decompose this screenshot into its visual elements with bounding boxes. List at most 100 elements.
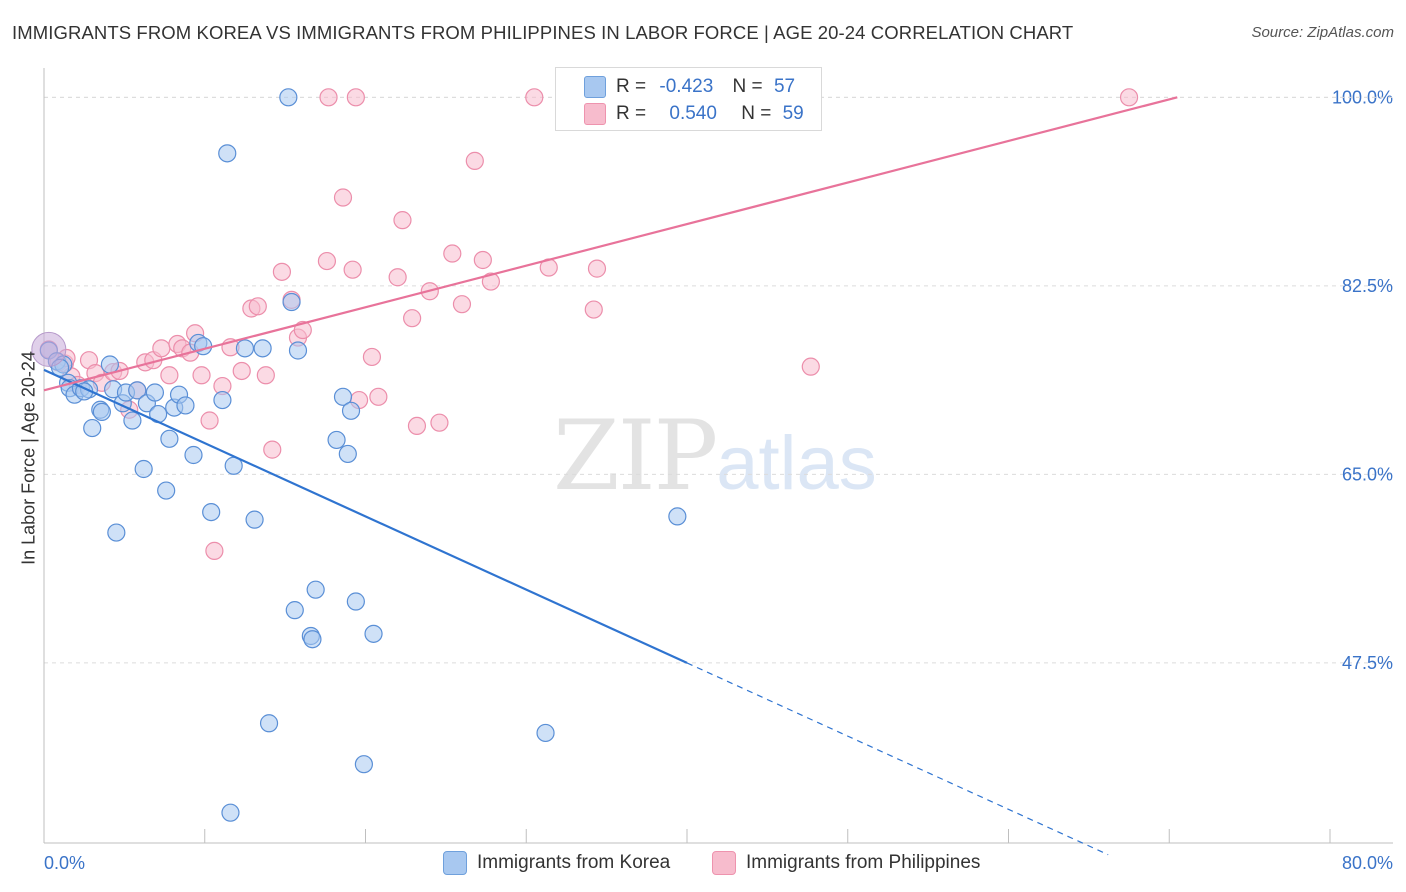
point-korea xyxy=(83,418,102,438)
point-philippines xyxy=(393,211,412,230)
correlation-legend: R = -0.423 N = 57 R = 0.540 N = 59 xyxy=(555,67,822,131)
point-philippines xyxy=(272,262,292,281)
point-philippines xyxy=(407,416,427,436)
point-philippines xyxy=(362,347,382,367)
point-philippines xyxy=(256,366,275,385)
legend-r-value-korea: -0.423 xyxy=(659,76,714,97)
point-korea xyxy=(354,755,373,774)
point-philippines xyxy=(160,366,179,385)
point-philippines xyxy=(263,440,282,459)
chart-title: IMMIGRANTS FROM KOREA VS IMMIGRANTS FROM… xyxy=(12,22,1074,43)
point-korea xyxy=(333,387,353,406)
series-swatch-korea xyxy=(443,851,467,875)
point-philippines xyxy=(443,244,462,263)
y-tick-label: 82.5% xyxy=(1342,276,1393,296)
point-philippines xyxy=(452,295,472,314)
point-korea xyxy=(145,383,165,402)
legend-n-value-philippines: 59 xyxy=(782,103,804,124)
legend-r-label: R = xyxy=(616,76,647,97)
point-korea xyxy=(128,381,147,400)
point-korea xyxy=(213,390,232,410)
series-legend-philippines[interactable]: Immigrants from Philippines xyxy=(712,851,980,875)
legend-r-value-philippines: 0.540 xyxy=(669,103,717,124)
point-korea xyxy=(346,592,365,611)
point-korea xyxy=(245,510,264,529)
point-korea xyxy=(338,444,357,464)
point-philippines xyxy=(801,357,820,376)
point-korea xyxy=(157,481,176,500)
chart-source: Source: ZipAtlas.com xyxy=(1251,24,1394,41)
legend-swatch-philippines xyxy=(584,103,606,125)
point-philippines xyxy=(473,250,492,270)
point-philippines xyxy=(1119,88,1139,107)
point-korea xyxy=(134,459,153,479)
point-philippines xyxy=(481,272,500,291)
point-korea xyxy=(184,445,203,465)
point-philippines xyxy=(232,361,251,381)
point-philippines xyxy=(192,366,211,385)
point-korea xyxy=(176,396,195,415)
x-tick-label: 80.0% xyxy=(1342,853,1393,873)
watermark-atlas: atlas xyxy=(716,421,877,506)
point-korea xyxy=(327,430,346,450)
point-korea xyxy=(279,88,298,107)
point-korea xyxy=(253,339,272,358)
point-philippines xyxy=(465,151,484,170)
point-philippines xyxy=(333,188,353,207)
point-philippines xyxy=(200,411,219,430)
legend-row-philippines: R = 0.540 N = 59 xyxy=(556,101,821,127)
legend-n-label: N = xyxy=(741,103,772,124)
legend-n-label: N = xyxy=(732,76,763,97)
point-korea xyxy=(221,803,240,822)
point-korea xyxy=(285,601,304,620)
legend-r-label: R = xyxy=(616,103,647,124)
y-axis-label: In Labor Force | Age 20-24 xyxy=(18,351,39,565)
series-legend-korea[interactable]: Immigrants from Korea xyxy=(443,851,670,875)
legend-row-korea: R = -0.423 N = 57 xyxy=(556,74,821,100)
point-philippines xyxy=(584,300,603,319)
x-tick-label: 0.0% xyxy=(44,853,85,873)
point-philippines xyxy=(525,88,544,107)
point-korea xyxy=(235,339,255,358)
y-tick-label: 65.0% xyxy=(1342,464,1393,484)
point-korea xyxy=(364,624,383,643)
point-korea xyxy=(92,402,111,422)
point-korea xyxy=(288,341,308,360)
point-korea xyxy=(202,502,221,522)
point-philippines xyxy=(343,260,362,279)
point-philippines xyxy=(388,268,407,287)
point-korea xyxy=(123,411,142,430)
point-korea xyxy=(536,723,555,743)
point-korea xyxy=(668,507,687,526)
y-tick-label: 100.0% xyxy=(1332,87,1393,107)
point-korea xyxy=(341,401,361,420)
point-cluster xyxy=(31,331,67,367)
point-philippines xyxy=(430,413,449,432)
y-tick-label: 47.5% xyxy=(1342,653,1393,673)
watermark-zip: ZIP xyxy=(553,400,718,512)
point-philippines xyxy=(587,259,607,278)
legend-swatch-korea xyxy=(584,76,606,98)
trendline-philippines xyxy=(43,96,1178,392)
point-philippines xyxy=(346,88,365,107)
series-label-korea: Immigrants from Korea xyxy=(477,852,671,873)
series-label-philippines: Immigrants from Philippines xyxy=(746,852,981,873)
trendline-korea xyxy=(43,368,688,664)
point-philippines xyxy=(317,251,337,271)
point-korea xyxy=(259,714,279,733)
point-korea xyxy=(303,630,322,649)
point-korea xyxy=(282,292,301,312)
point-philippines xyxy=(152,339,171,358)
trendline-korea-extension xyxy=(686,662,1109,856)
legend-n-value-korea: 57 xyxy=(773,76,796,97)
watermark: ZIPatlas xyxy=(553,400,877,512)
point-philippines xyxy=(293,320,312,340)
point-korea xyxy=(306,580,325,599)
point-philippines xyxy=(319,88,338,107)
series-swatch-philippines xyxy=(712,851,736,875)
point-korea xyxy=(100,355,120,374)
point-philippines xyxy=(205,541,224,560)
point-korea xyxy=(218,144,237,163)
point-korea xyxy=(160,429,179,448)
